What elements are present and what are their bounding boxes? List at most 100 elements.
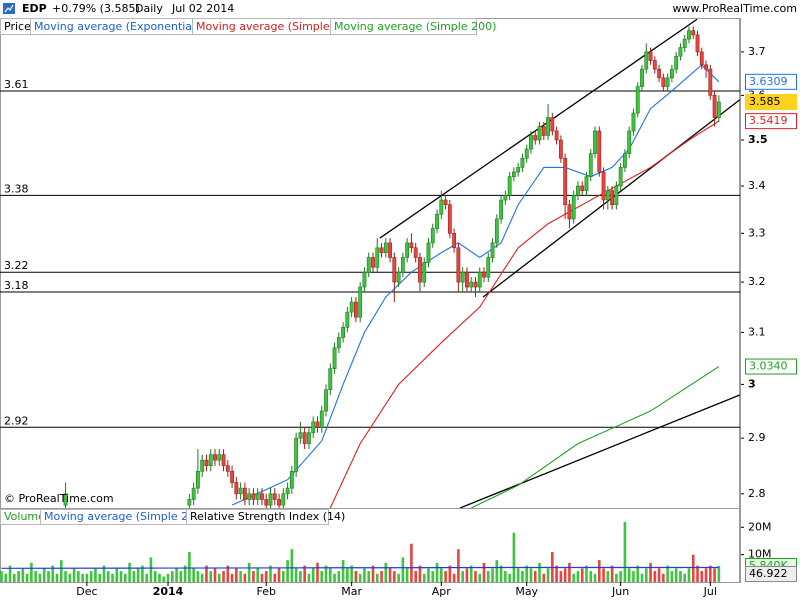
candle-body	[588, 153, 593, 177]
volume-bar	[42, 568, 46, 582]
value-box	[745, 113, 797, 130]
level-label: 2.92	[4, 414, 29, 427]
volume-bar	[452, 573, 456, 582]
volume-bar	[55, 573, 59, 582]
volume-bar	[448, 565, 452, 582]
volume-bar	[610, 565, 614, 582]
volume-bar	[354, 571, 358, 582]
volume-bar	[405, 568, 409, 582]
candle-body	[208, 454, 213, 467]
volume-bar	[691, 554, 695, 582]
volume-bar	[674, 568, 678, 582]
volume-bar	[461, 571, 464, 582]
volume-bar	[418, 565, 422, 582]
volume-bar	[619, 571, 622, 582]
volume-bar	[132, 571, 136, 582]
volume-bar	[175, 568, 178, 582]
level-label: 3.61	[4, 78, 29, 91]
volume-bar	[77, 571, 80, 582]
volume-bar	[504, 571, 507, 582]
candle-body	[328, 368, 333, 390]
volume-bar	[717, 566, 721, 582]
volume-bar	[393, 571, 396, 582]
candle-body	[473, 281, 478, 288]
volume-bar	[491, 568, 494, 582]
volume-bar	[709, 565, 712, 582]
volume-bar	[102, 565, 106, 582]
volume-bar	[277, 568, 281, 582]
volume-bar	[465, 568, 469, 582]
symbol: EDP	[22, 2, 47, 15]
volume-bar	[273, 573, 277, 582]
volume-bar	[17, 571, 20, 582]
volume-bar	[299, 571, 302, 582]
candle-body	[499, 199, 503, 220]
candle-body	[524, 148, 529, 159]
volume-average	[1, 566, 719, 569]
volume-bar	[328, 568, 332, 582]
volume-bar	[713, 568, 716, 582]
volume-bar	[290, 549, 294, 582]
candle-body	[516, 167, 521, 173]
candle-body	[716, 101, 721, 118]
candle-body	[623, 153, 627, 168]
volume-bar	[486, 571, 490, 582]
candle-body	[324, 389, 328, 412]
candle-body	[225, 465, 230, 472]
candle-body	[366, 257, 371, 273]
candle-body	[294, 437, 299, 472]
candle-body	[332, 347, 337, 369]
volume-bar	[205, 565, 208, 582]
volume-bar	[196, 571, 200, 582]
value-box-label: 3.0340	[749, 360, 788, 373]
volume-bar	[64, 571, 67, 582]
candle-body	[601, 171, 606, 201]
x-tick-label: Jun	[611, 585, 629, 598]
volume-bar	[499, 565, 503, 582]
candle-body	[285, 487, 290, 495]
candle-body	[712, 95, 717, 118]
copyright: © ProRealTime.com	[4, 492, 114, 505]
volume-bar	[247, 562, 251, 582]
candle-body	[618, 167, 623, 187]
tab	[186, 509, 329, 525]
candle-body	[362, 271, 367, 288]
candle-body	[678, 47, 683, 57]
tab-label: Moving average (Simple 50)	[196, 20, 351, 33]
close-box	[745, 93, 797, 110]
candle-body	[597, 130, 602, 173]
candle-body	[430, 228, 435, 244]
volume-bar	[111, 573, 114, 582]
candle-body	[268, 493, 273, 506]
volume-tabs: Volume Moving average (Simple 200) Relat…	[0, 509, 345, 525]
volume-bar	[260, 573, 264, 582]
candle-body	[302, 432, 307, 444]
volume-bar	[192, 568, 195, 582]
tab-label: Price	[4, 20, 31, 33]
volume-bar	[632, 571, 635, 582]
period: Daily	[135, 2, 163, 15]
candle-body	[635, 86, 640, 114]
candle-body	[200, 459, 205, 472]
volume-bar	[636, 565, 640, 582]
volume-bar	[640, 573, 644, 582]
candle-body	[460, 271, 465, 283]
volume-bar	[469, 565, 473, 582]
volume-bar	[141, 565, 144, 582]
candle-body	[435, 213, 439, 229]
volume-bar	[533, 571, 537, 582]
volume-bar	[128, 562, 131, 582]
moving-average	[329, 120, 720, 508]
candle-body	[558, 139, 563, 159]
volume-bar	[213, 568, 217, 582]
value-box-label: 3.6309	[749, 75, 788, 88]
price-plot: 3.61 3.38 3.22 3.18 2.92	[0, 18, 740, 508]
volume-bar	[38, 573, 42, 582]
candle-body	[674, 55, 679, 70]
volume-bar	[414, 571, 417, 582]
moving-average	[231, 64, 720, 506]
candle-body	[563, 157, 568, 206]
candle-body	[665, 77, 670, 87]
